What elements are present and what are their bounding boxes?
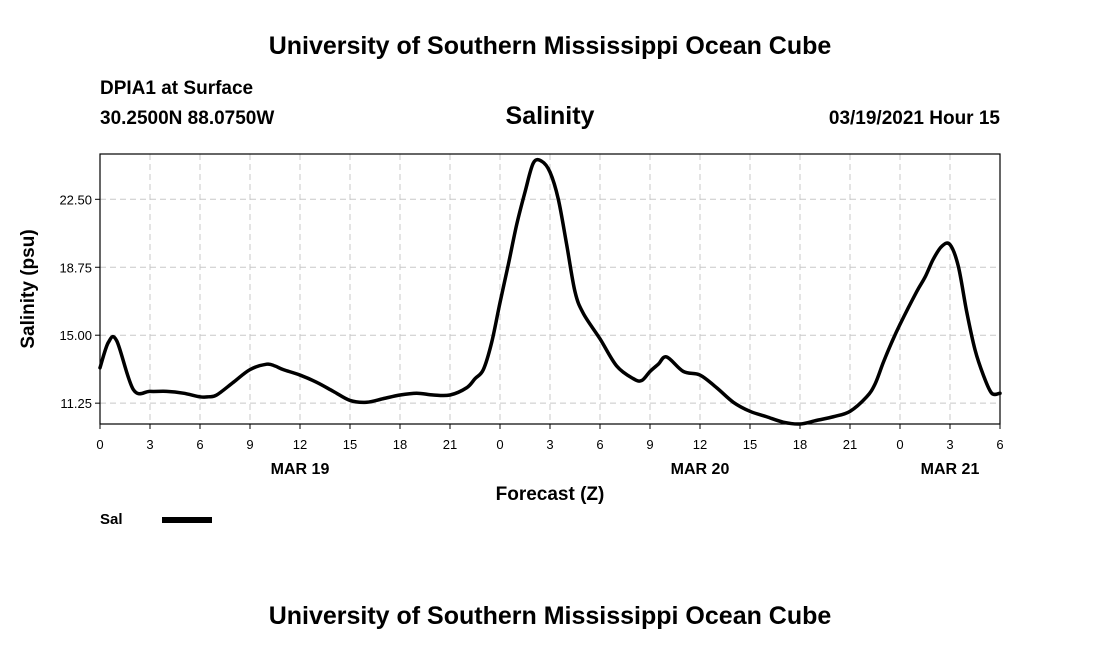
x-tick-label: 9 [246, 437, 253, 452]
x-tick-label: 18 [793, 437, 807, 452]
date-labels: MAR 19 MAR 20 MAR 21 [271, 461, 980, 478]
x-axis-ticks: 0 3 6 9 12 15 18 21 0 3 6 9 12 15 18 21 0 3 6 [96, 424, 1004, 452]
x-tick-label: 0 [96, 437, 103, 452]
station-location: 30.2500N 88.0750W [100, 108, 274, 129]
y-axis-label: Salinity (psu) [18, 229, 39, 348]
x-tick-label: 12 [293, 437, 307, 452]
x-tick-label: 6 [596, 437, 603, 452]
x-tick-label: 9 [646, 437, 653, 452]
y-tick-label: 11.25 [60, 396, 92, 411]
x-tick-label: 12 [693, 437, 707, 452]
x-tick-label: 3 [146, 437, 153, 452]
legend-label: Sal [100, 511, 123, 528]
date-label: MAR 21 [921, 461, 980, 478]
chart-title: Salinity [506, 102, 595, 130]
legend: Sal [100, 511, 212, 528]
date-label: MAR 20 [671, 461, 730, 478]
grid [100, 154, 1000, 424]
x-tick-label: 0 [496, 437, 503, 452]
series-line-sal [98, 157, 1002, 426]
header-bottom: University of Southern Mississippi Ocean… [269, 602, 832, 630]
x-tick-label: 3 [946, 437, 953, 452]
y-tick-label: 18.75 [59, 260, 92, 275]
x-tick-label: 15 [343, 437, 357, 452]
x-axis-label: Forecast (Z) [496, 484, 605, 505]
x-tick-label: 0 [896, 437, 903, 452]
x-tick-label: 21 [443, 437, 457, 452]
y-tick-label: 15.00 [59, 328, 92, 343]
series-lines [98, 157, 1002, 426]
x-tick-label: 15 [743, 437, 757, 452]
x-tick-label: 21 [843, 437, 857, 452]
y-axis-ticks: 11.25 15.00 18.75 22.50 [59, 192, 100, 411]
station-name: DPIA1 at Surface [100, 78, 253, 99]
date-label: MAR 19 [271, 461, 330, 478]
x-tick-label: 3 [546, 437, 553, 452]
x-tick-label: 6 [196, 437, 203, 452]
x-tick-label: 6 [996, 437, 1003, 452]
date-info: 03/19/2021 Hour 15 [829, 108, 1001, 129]
header-top: University of Southern Mississippi Ocean… [269, 32, 832, 60]
x-tick-label: 18 [393, 437, 407, 452]
y-tick-label: 22.50 [59, 192, 92, 207]
